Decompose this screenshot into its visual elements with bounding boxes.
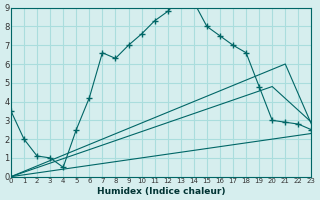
X-axis label: Humidex (Indice chaleur): Humidex (Indice chaleur) [97,187,225,196]
